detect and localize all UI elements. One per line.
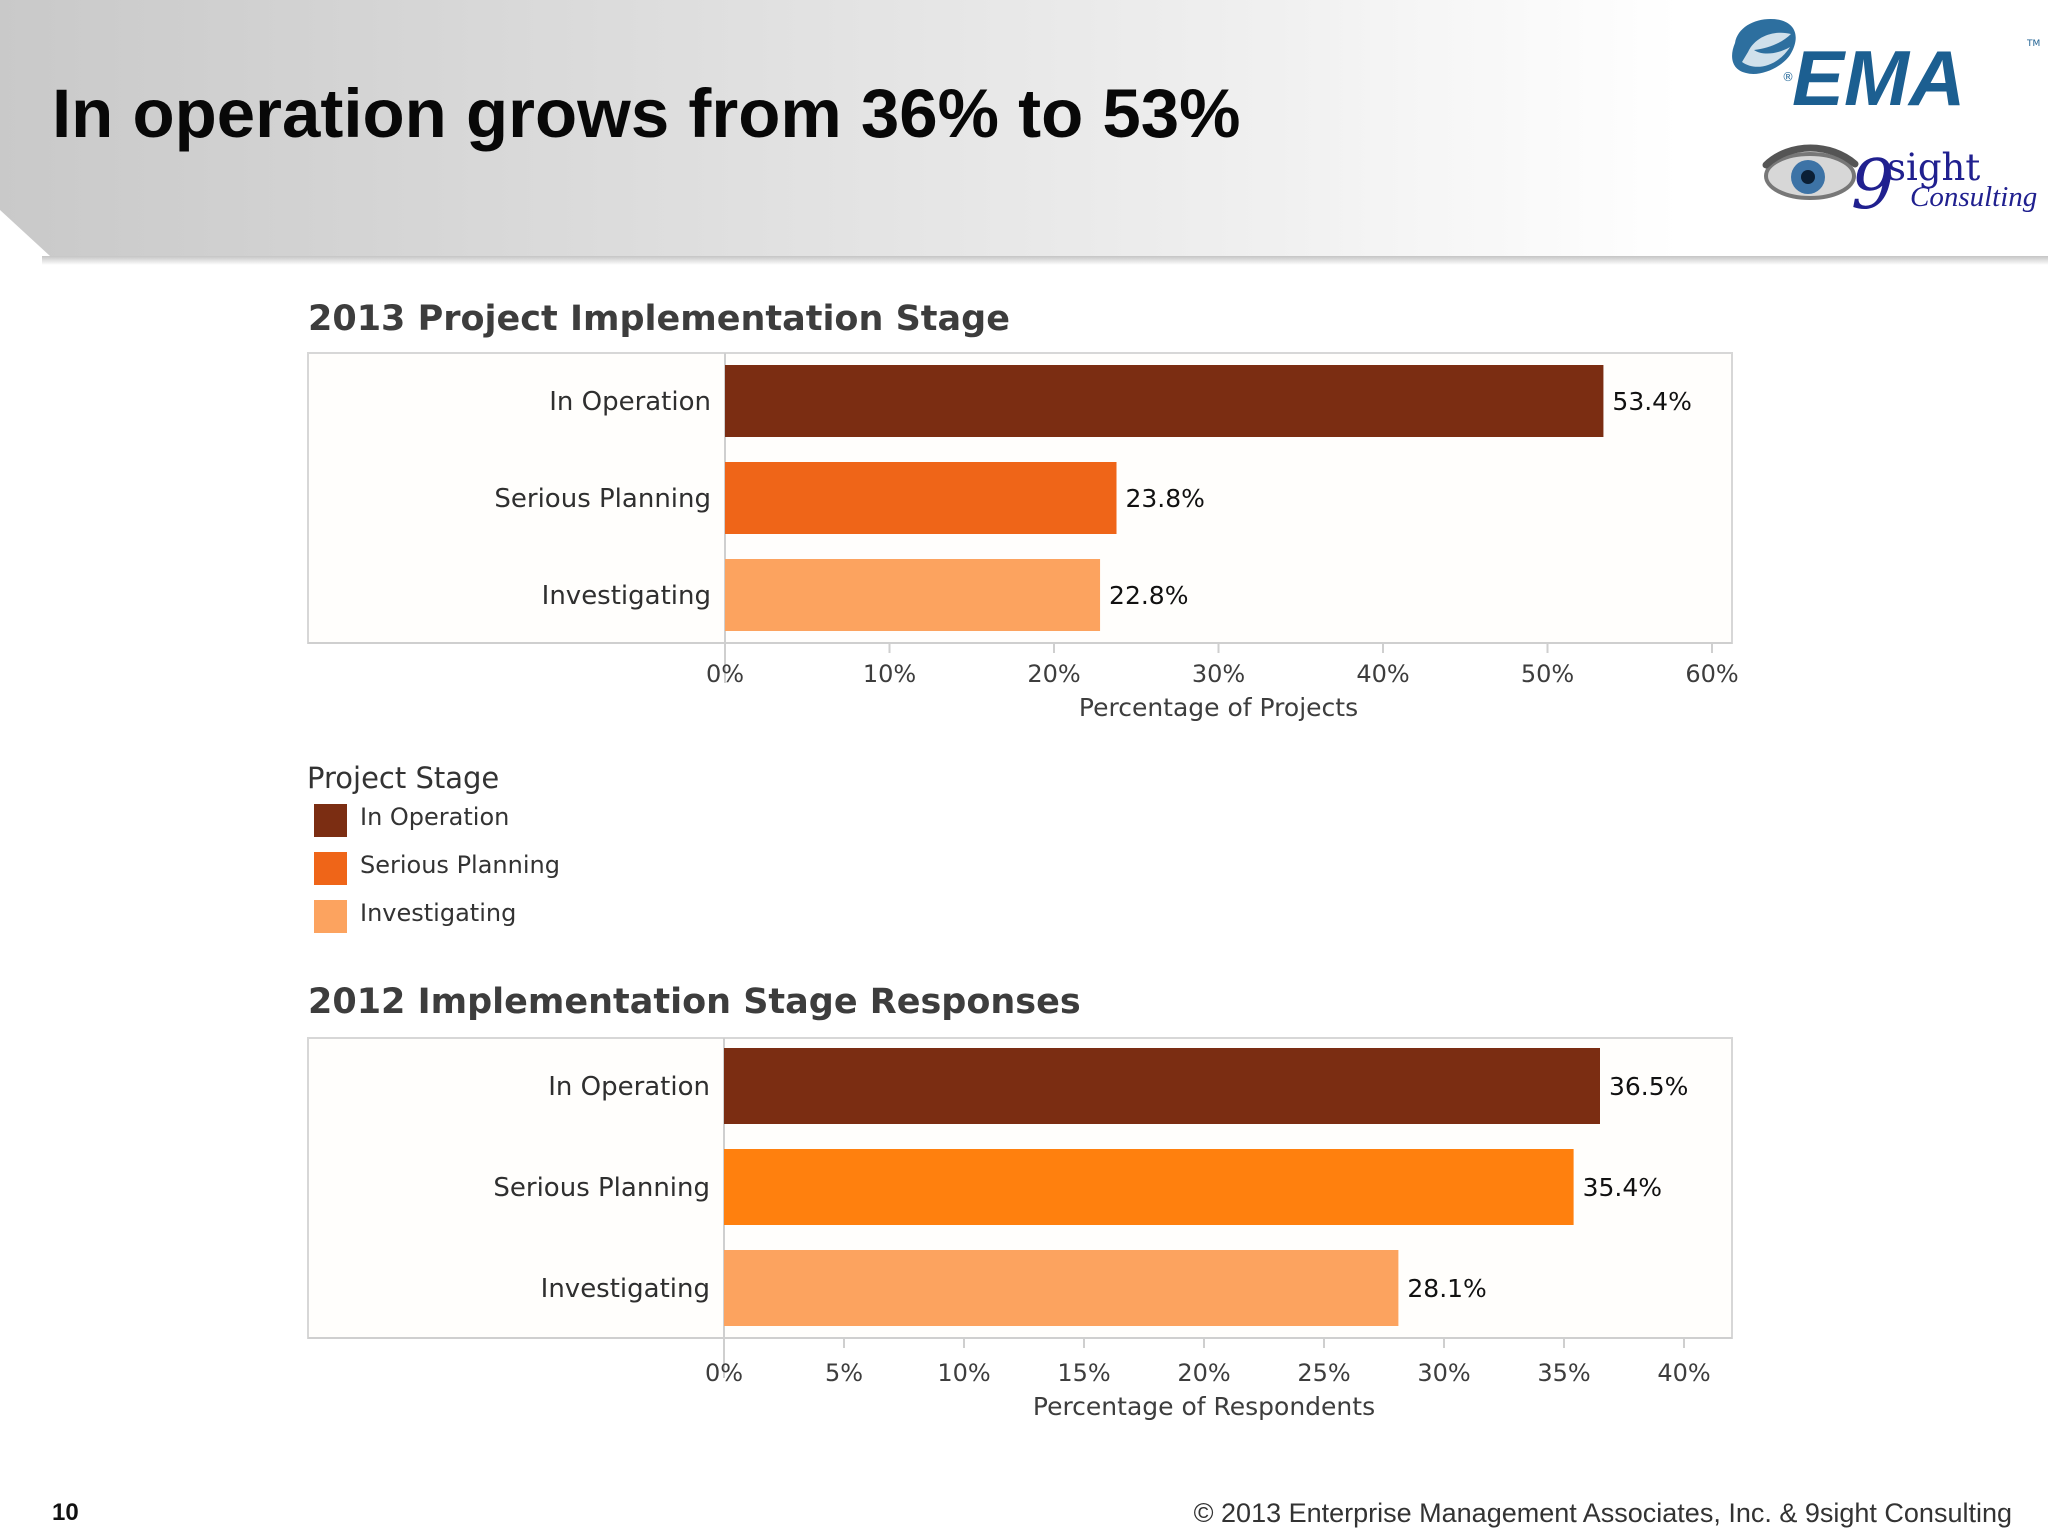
header-shadow [42, 256, 2048, 265]
ema-logo: ® EMA TM [1732, 19, 2040, 122]
x-axis-title: Percentage of Projects [1079, 693, 1358, 722]
nine-sight-number: 9 [1851, 146, 1894, 225]
page-number: 10 [52, 1499, 79, 1526]
category-label: Serious Planning [493, 1173, 710, 1203]
x-axis-tick-label: 0% [706, 660, 744, 688]
x-axis-tick-label: 0% [705, 1359, 743, 1387]
legend-swatch [314, 804, 347, 837]
chart-title: 2013 Project Implementation Stage [308, 299, 1010, 339]
x-axis-title: Percentage of Respondents [1033, 1392, 1375, 1421]
x-axis-tick-label: 20% [1027, 660, 1080, 688]
bar [725, 365, 1604, 437]
legend-item-serious-planning: Serious Planning [307, 843, 707, 891]
category-label: In Operation [548, 1072, 710, 1102]
consulting-word: Consulting [1910, 181, 2037, 213]
category-label: Serious Planning [494, 484, 711, 514]
ema-trademark: TM [2026, 39, 2040, 49]
x-axis-tick-label: 30% [1192, 660, 1245, 688]
legend-label: Serious Planning [360, 851, 560, 879]
chart-2012-responses: 2012 Implementation Stage Responses In O… [300, 973, 1750, 1433]
bar [725, 462, 1117, 534]
slide-title: In operation grows from 36% to 53% [52, 75, 1241, 152]
chart-2012-svg: 2012 Implementation Stage Responses In O… [307, 982, 1733, 1421]
eye-brow-icon [1762, 144, 1859, 169]
x-axis-ticks [724, 643, 1713, 653]
x-axis-tick-label: 5% [825, 1359, 863, 1387]
chart-2013-project-stage: 2013 Project Implementation Stage In Ope… [300, 290, 1750, 730]
nine-sight-word: sight [1887, 146, 1980, 189]
x-axis-tick-label: 30% [1417, 1359, 1470, 1387]
x-axis-tick-label: 10% [937, 1359, 990, 1387]
bar-value-label: 35.4% [1583, 1173, 1662, 1202]
category-label: Investigating [541, 1274, 710, 1304]
legend-label: Investigating [360, 899, 517, 927]
logo-area: ® EMA TM 9 sight Consulting [1708, 0, 2048, 250]
chart-2013-svg: 2013 Project Implementation Stage In Ope… [307, 299, 1739, 722]
bar-group [725, 365, 1604, 631]
data-label-group: 53.4% 23.8% 22.8% [1109, 387, 1692, 610]
category-label-group: In Operation Serious Planning Investigat… [494, 387, 711, 611]
x-axis-ticks [723, 1338, 1685, 1348]
bar [724, 1250, 1399, 1326]
bar [725, 559, 1101, 631]
bar-group [724, 1048, 1600, 1326]
category-label: Investigating [542, 581, 711, 611]
x-axis-tick-label: 60% [1685, 660, 1738, 688]
legend-swatch [314, 900, 347, 933]
x-axis-tick-label: 25% [1297, 1359, 1350, 1387]
bar-value-label: 28.1% [1407, 1274, 1486, 1303]
x-axis-tick-label: 40% [1356, 660, 1409, 688]
project-stage-legend: Project Stage In Operation Serious Plann… [307, 761, 707, 936]
x-axis-tick-label: 15% [1057, 1359, 1110, 1387]
legend-label: In Operation [360, 803, 510, 831]
ema-swoosh-highlight-icon [1742, 32, 1791, 67]
category-label: In Operation [549, 387, 711, 417]
eye-pupil-icon [1801, 170, 1815, 184]
bar-value-label: 36.5% [1609, 1072, 1688, 1101]
legend-item-in-operation: In Operation [307, 795, 707, 843]
chart-title: 2012 Implementation Stage Responses [308, 982, 1081, 1022]
copyright-text: © 2013 Enterprise Management Associates,… [1193, 1498, 2012, 1528]
category-label-group: In Operation Serious Planning Investigat… [493, 1072, 710, 1304]
bar-value-label: 53.4% [1612, 387, 1691, 416]
data-label-group: 36.5% 35.4% 28.1% [1407, 1072, 1688, 1303]
nine-sight-logo: 9 sight Consulting [1762, 144, 2037, 225]
x-axis-tick-label: 40% [1657, 1359, 1710, 1387]
slide-header [0, 0, 2048, 256]
legend-swatch [314, 852, 347, 885]
x-axis-tick-label: 10% [863, 660, 916, 688]
legend-item-investigating: Investigating [307, 891, 707, 939]
x-axis-tick-labels: 0% 10% 20% 30% 40% 50% 60% [706, 660, 1739, 688]
bar-value-label: 22.8% [1109, 581, 1188, 610]
legend-title: Project Stage [307, 761, 500, 795]
ema-logo-text: EMA [1792, 34, 1965, 122]
x-axis-tick-label: 20% [1177, 1359, 1230, 1387]
x-axis-tick-label: 35% [1537, 1359, 1590, 1387]
x-axis-tick-label: 50% [1521, 660, 1574, 688]
bar-value-label: 23.8% [1126, 484, 1205, 513]
bar [724, 1149, 1574, 1225]
x-axis-tick-labels: 0% 5% 10% 15% 20% 25% 30% 35% 40% [705, 1359, 1711, 1387]
ema-registered-mark: ® [1782, 70, 1794, 84]
bar [724, 1048, 1600, 1124]
